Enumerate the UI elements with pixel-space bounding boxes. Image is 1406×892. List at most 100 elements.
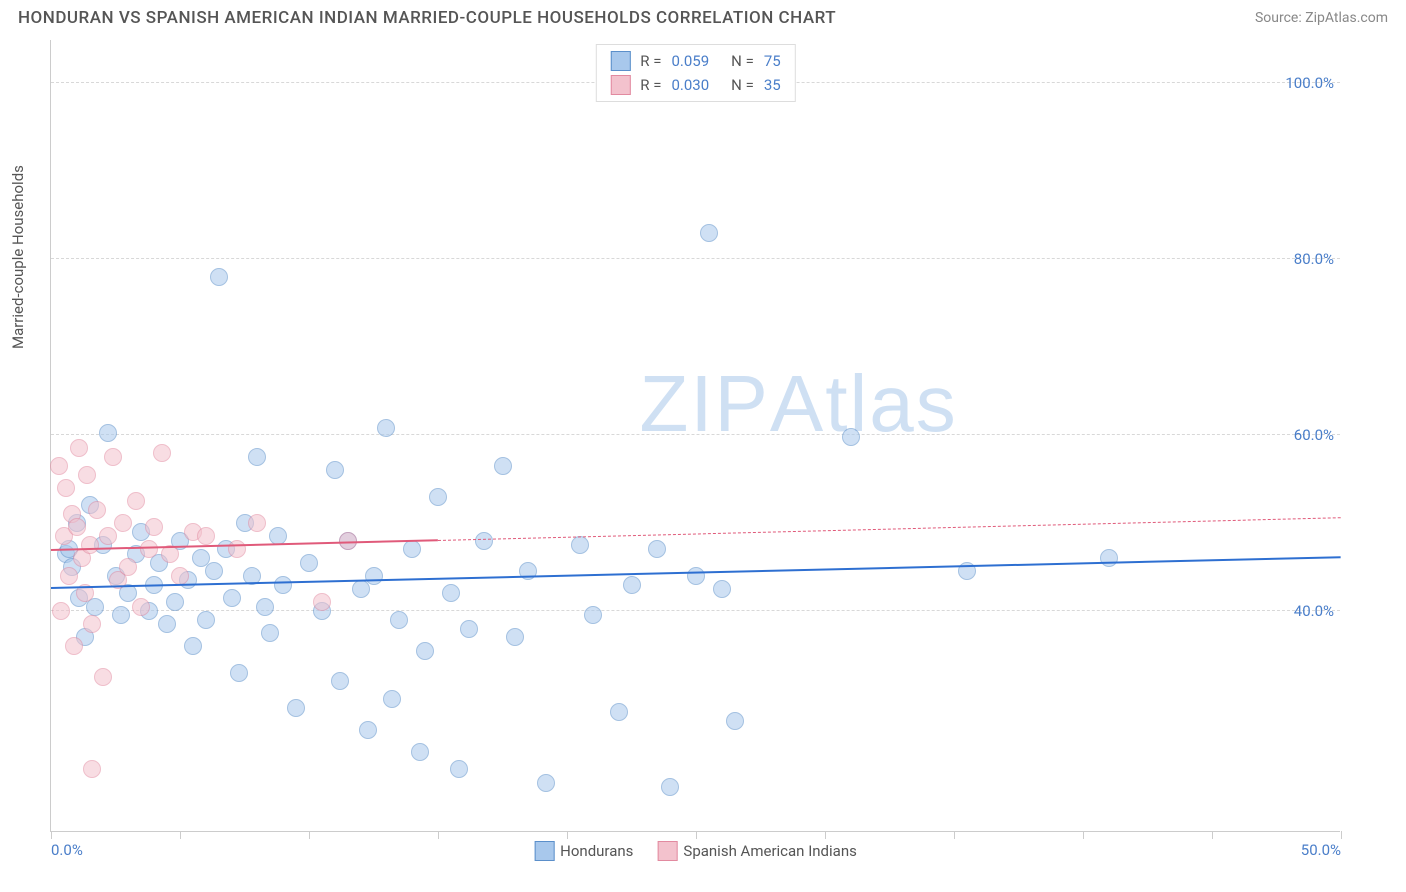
scatter-point	[687, 567, 705, 585]
scatter-point	[403, 540, 421, 558]
watermark: ZIPAtlas	[639, 358, 957, 450]
scatter-point	[228, 540, 246, 558]
legend-label: Spanish American Indians	[683, 842, 856, 860]
correlation-legend-row: R =0.059N =75	[610, 49, 780, 73]
scatter-point	[140, 540, 158, 558]
gridline-h	[51, 258, 1340, 259]
scatter-point	[842, 428, 860, 446]
legend-swatch	[610, 75, 630, 95]
y-tick-label: 40.0%	[1294, 602, 1334, 620]
scatter-point	[287, 699, 305, 717]
x-tick	[696, 831, 697, 839]
scatter-point	[313, 593, 331, 611]
plot-area: ZIPAtlas R =0.059N =75R =0.030N =35 Hond…	[50, 40, 1340, 832]
scatter-point	[390, 611, 408, 629]
scatter-point	[94, 668, 112, 686]
scatter-point	[70, 439, 88, 457]
scatter-point	[65, 637, 83, 655]
scatter-point	[132, 598, 150, 616]
scatter-point	[359, 721, 377, 739]
y-tick-label: 80.0%	[1294, 250, 1334, 268]
source-name: ZipAtlas.com	[1305, 10, 1388, 26]
scatter-point	[326, 461, 344, 479]
source-attribution: Source: ZipAtlas.com	[1255, 10, 1388, 26]
x-tick	[567, 831, 568, 839]
legend-label: Hondurans	[560, 842, 633, 860]
header-bar: HONDURAN VS SPANISH AMERICAN INDIAN MARR…	[0, 0, 1406, 32]
scatter-point	[475, 532, 493, 550]
scatter-point	[450, 760, 468, 778]
legend-swatch	[534, 841, 554, 861]
scatter-point	[726, 712, 744, 730]
scatter-point	[416, 642, 434, 660]
scatter-point	[81, 536, 99, 554]
series-legend-item: Hondurans	[534, 841, 633, 861]
gridline-h	[51, 434, 1340, 435]
scatter-point	[83, 760, 101, 778]
source-label: Source:	[1255, 10, 1305, 26]
scatter-point	[274, 576, 292, 594]
scatter-point	[610, 703, 628, 721]
scatter-point	[88, 501, 106, 519]
scatter-point	[153, 444, 171, 462]
y-tick-label: 100.0%	[1285, 74, 1334, 92]
scatter-point	[52, 602, 70, 620]
scatter-point	[197, 527, 215, 545]
scatter-point	[331, 672, 349, 690]
scatter-point	[68, 518, 86, 536]
scatter-point	[104, 448, 122, 466]
scatter-point	[700, 224, 718, 242]
legend-swatch	[657, 841, 677, 861]
x-tick	[51, 831, 52, 839]
scatter-point	[648, 540, 666, 558]
scatter-point	[57, 479, 75, 497]
chart-container: Married-couple Households ZIPAtlas R =0.…	[0, 32, 1406, 882]
scatter-point	[166, 593, 184, 611]
x-tick-label: 50.0%	[1301, 841, 1341, 859]
scatter-point	[411, 743, 429, 761]
correlation-legend: R =0.059N =75R =0.030N =35	[595, 44, 795, 102]
scatter-point	[571, 536, 589, 554]
scatter-point	[537, 774, 555, 792]
scatter-point	[112, 606, 130, 624]
x-tick	[1341, 831, 1342, 839]
page-title: HONDURAN VS SPANISH AMERICAN INDIAN MARR…	[18, 8, 836, 28]
scatter-point	[99, 424, 117, 442]
scatter-point	[713, 580, 731, 598]
scatter-point	[248, 448, 266, 466]
scatter-point	[661, 778, 679, 796]
scatter-point	[442, 584, 460, 602]
scatter-point	[78, 466, 96, 484]
scatter-point	[145, 518, 163, 536]
scatter-point	[114, 514, 132, 532]
scatter-point	[230, 664, 248, 682]
scatter-point	[256, 598, 274, 616]
scatter-point	[584, 606, 602, 624]
scatter-point	[83, 615, 101, 633]
x-tick-label: 0.0%	[51, 841, 83, 859]
legend-r-value: 0.030	[671, 76, 709, 94]
scatter-point	[50, 457, 68, 475]
scatter-point	[184, 637, 202, 655]
scatter-point	[494, 457, 512, 475]
scatter-point	[119, 558, 137, 576]
legend-n-value: 75	[764, 52, 781, 70]
legend-n-label: N =	[731, 76, 754, 94]
scatter-point	[171, 567, 189, 585]
legend-r-label: R =	[640, 76, 661, 94]
x-tick	[1212, 831, 1213, 839]
scatter-point	[365, 567, 383, 585]
scatter-point	[223, 589, 241, 607]
scatter-point	[377, 419, 395, 437]
x-tick	[825, 831, 826, 839]
legend-n-value: 35	[764, 76, 781, 94]
x-tick	[309, 831, 310, 839]
x-tick	[954, 831, 955, 839]
legend-n-label: N =	[731, 52, 754, 70]
legend-r-value: 0.059	[671, 52, 709, 70]
scatter-point	[60, 567, 78, 585]
scatter-point	[506, 628, 524, 646]
y-tick-label: 60.0%	[1294, 426, 1334, 444]
legend-swatch	[610, 51, 630, 71]
scatter-point	[1100, 549, 1118, 567]
